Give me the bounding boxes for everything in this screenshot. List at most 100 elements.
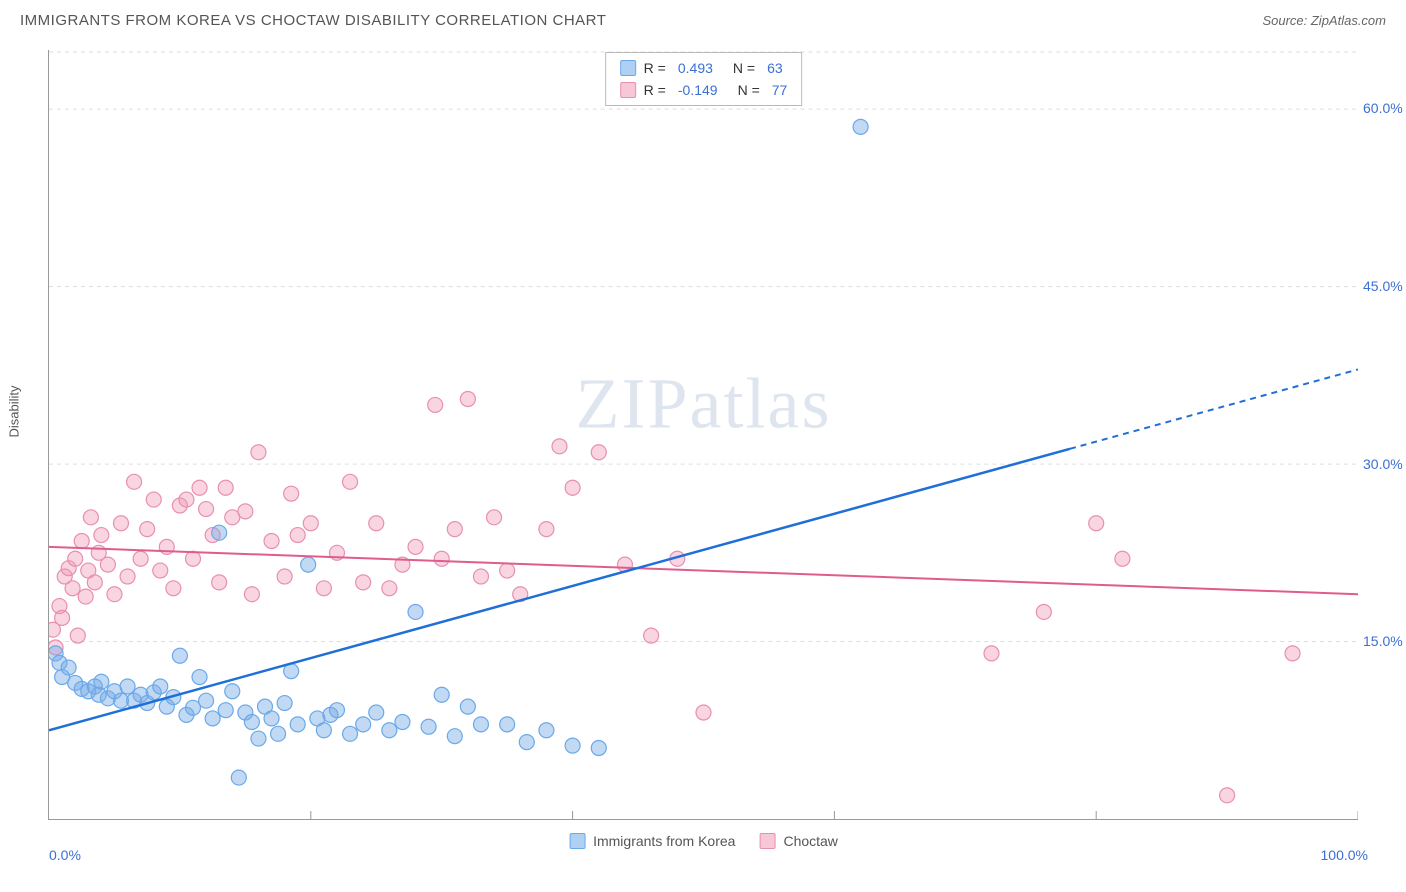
scatter-point (500, 563, 515, 578)
scatter-point (65, 581, 80, 596)
legend-R-value-korea: 0.493 (678, 57, 713, 79)
scatter-point (55, 610, 70, 625)
scatter-point (277, 569, 292, 584)
scatter-point (473, 717, 488, 732)
scatter-point (591, 741, 606, 756)
scatter-point (271, 726, 286, 741)
scatter-point (120, 569, 135, 584)
scatter-point (395, 714, 410, 729)
scatter-point (408, 539, 423, 554)
scatter-point (565, 738, 580, 753)
scatter-point (447, 729, 462, 744)
scatter-point (231, 770, 246, 785)
scatter-point (238, 504, 253, 519)
scatter-point (421, 719, 436, 734)
scatter-point (277, 696, 292, 711)
scatter-point (487, 510, 502, 525)
scatter-point (343, 726, 358, 741)
gridlines-vertical (311, 811, 1358, 819)
trendline-korea (49, 369, 1358, 730)
legend-N-value-choctaw: 77 (772, 79, 788, 101)
scatter-point (284, 486, 299, 501)
scatter-point (83, 510, 98, 525)
scatter-point (303, 516, 318, 531)
scatter-point (519, 735, 534, 750)
y-tick-label: 45.0% (1363, 278, 1406, 294)
scatter-point (343, 474, 358, 489)
scatter-point (251, 731, 266, 746)
scatter-point (244, 714, 259, 729)
y-tick-label: 15.0% (1363, 633, 1406, 649)
scatter-point (153, 679, 168, 694)
scatter-point (61, 660, 76, 675)
source-name: ZipAtlas.com (1311, 13, 1386, 28)
scatter-point (94, 528, 109, 543)
scatter-points-korea (49, 119, 868, 785)
scatter-point (100, 557, 115, 572)
page-title: IMMIGRANTS FROM KOREA VS CHOCTAW DISABIL… (20, 12, 606, 29)
scatter-point (218, 703, 233, 718)
scatter-point (244, 587, 259, 602)
y-tick-label: 30.0% (1363, 456, 1406, 472)
scatter-point (382, 581, 397, 596)
y-tick-label: 60.0% (1363, 100, 1406, 116)
scatter-point (565, 480, 580, 495)
scatter-point (225, 684, 240, 699)
legend-series: Immigrants from Korea Choctaw (569, 833, 838, 849)
scatter-point (369, 705, 384, 720)
scatter-point (356, 575, 371, 590)
scatter-point (369, 516, 384, 531)
scatter-point (434, 687, 449, 702)
scatter-point (133, 551, 148, 566)
scatter-point (192, 480, 207, 495)
legend-N-label: N = (733, 57, 755, 79)
scatter-point (179, 492, 194, 507)
legend-R-label-2: R = (644, 79, 666, 101)
scatter-point (120, 679, 135, 694)
scatter-point (853, 119, 868, 134)
scatter-point (212, 525, 227, 540)
header: IMMIGRANTS FROM KOREA VS CHOCTAW DISABIL… (0, 0, 1406, 39)
scatter-point (205, 711, 220, 726)
scatter-point (329, 703, 344, 718)
scatter-point (199, 693, 214, 708)
scatter-point (185, 551, 200, 566)
scatter-point (94, 674, 109, 689)
legend-label-korea: Immigrants from Korea (593, 833, 735, 849)
scatter-point (1089, 516, 1104, 531)
scatter-point (696, 705, 711, 720)
scatter-point (218, 480, 233, 495)
legend-label-choctaw: Choctaw (783, 833, 837, 849)
scatter-point (428, 397, 443, 412)
scatter-point (1220, 788, 1235, 803)
source-prefix: Source: (1262, 13, 1310, 28)
scatter-point (447, 522, 462, 537)
legend-stats: R = 0.493 N = 63 R = -0.149 N = 77 (605, 52, 803, 106)
scatter-point (87, 575, 102, 590)
scatter-point (644, 628, 659, 643)
trendline-choctaw (49, 547, 1358, 594)
scatter-point (316, 723, 331, 738)
scatter-point (107, 587, 122, 602)
legend-swatch-korea (620, 60, 636, 76)
scatter-point (251, 445, 266, 460)
scatter-point (316, 581, 331, 596)
scatter-point (1036, 604, 1051, 619)
scatter-point (74, 533, 89, 548)
scatter-point (127, 474, 142, 489)
legend-R-value-choctaw: -0.149 (678, 79, 718, 101)
y-axis-label: Disability (7, 385, 22, 437)
scatter-point (199, 502, 214, 517)
scatter-point (140, 522, 155, 537)
scatter-point (460, 699, 475, 714)
legend-N-label-2: N = (738, 79, 760, 101)
scatter-point (290, 528, 305, 543)
legend-stats-row-korea: R = 0.493 N = 63 (620, 57, 788, 79)
scatter-point (212, 575, 227, 590)
scatter-point (70, 628, 85, 643)
chart-plot-area: ZIPatlas R = 0.493 N = 63 R = -0.149 N =… (48, 50, 1358, 820)
legend-N-value-korea: 63 (767, 57, 783, 79)
scatter-point (166, 581, 181, 596)
scatter-point (1285, 646, 1300, 661)
legend-R-label: R = (644, 57, 666, 79)
